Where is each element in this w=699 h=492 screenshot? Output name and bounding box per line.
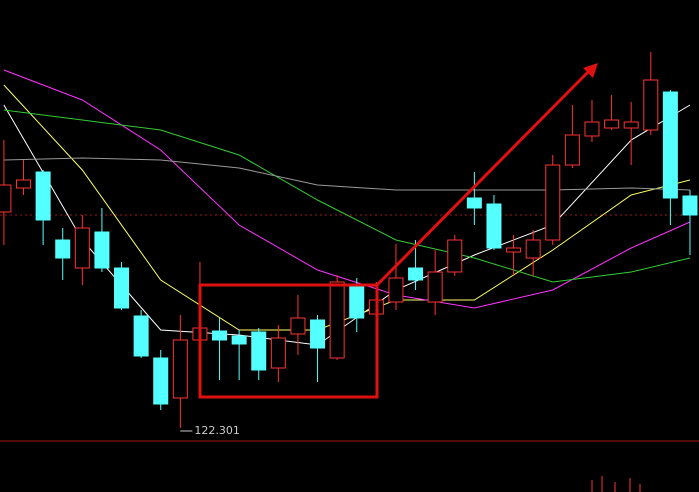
candle-body [506,247,522,253]
highlight-box [198,283,379,399]
trend-arrow-head [583,63,598,78]
candle-body [16,179,32,189]
candle-body [525,239,541,259]
candle-body [251,331,267,371]
candle-body [349,285,365,319]
candles: 122.301 [0,52,698,437]
moving-average-line [3,157,691,191]
candle-body [74,227,90,269]
candle-body [310,319,326,349]
candle-body [584,121,600,137]
candle-body [94,231,110,269]
candle-body [329,281,345,359]
candle-body [643,79,659,131]
candle-body [270,337,286,369]
candle-body [172,339,188,399]
candle-body [564,134,580,166]
candle-body [231,335,247,345]
candle-body [114,267,130,309]
candle-body [682,195,698,216]
candle-body [662,91,678,199]
candle-body [604,119,620,129]
candle-body [427,271,443,303]
candle-body [35,171,51,221]
candle-body [545,164,561,241]
candle-body [153,357,169,405]
candle-body [388,277,404,303]
candle-body [212,330,228,341]
moving-average-line [3,109,691,283]
candle-body [486,203,502,249]
candle-body [623,121,639,129]
volume-ticks [591,476,641,492]
candle-body [447,239,463,273]
trend-arrow [375,68,592,287]
candle-body [408,267,424,281]
candle-body [55,239,71,259]
low-label: 122.301 [194,424,240,437]
candle-body [133,315,149,357]
candle-body [466,197,482,209]
candle-body [290,317,306,335]
candle-body [0,184,12,213]
